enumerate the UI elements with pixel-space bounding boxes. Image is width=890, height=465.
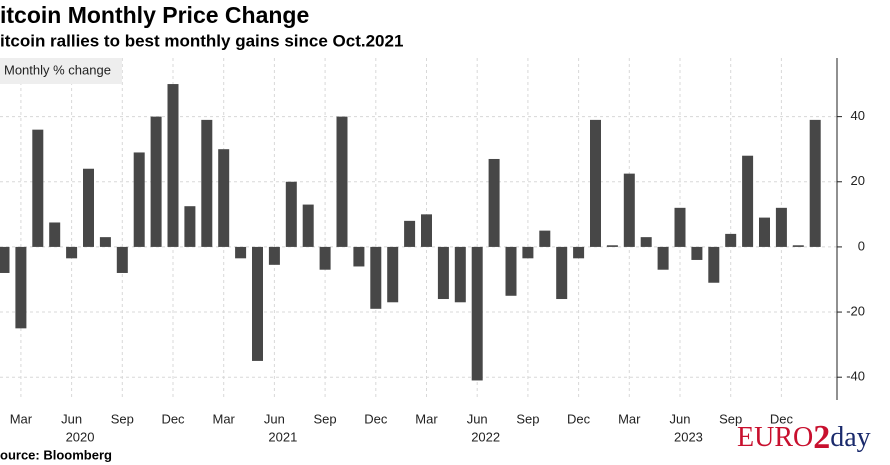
watermark-part: day bbox=[830, 422, 870, 453]
bar bbox=[150, 116, 162, 247]
watermark: EURO2day bbox=[737, 419, 871, 456]
y-tick-label: 0 bbox=[858, 238, 865, 253]
bar bbox=[404, 220, 416, 247]
bar bbox=[421, 214, 432, 247]
x-tick-label: Sep bbox=[516, 411, 539, 426]
bar bbox=[556, 246, 568, 300]
x-tick-label: Jun bbox=[264, 411, 285, 426]
bar bbox=[83, 168, 94, 247]
x-tick-label: Sep bbox=[111, 411, 134, 426]
x-tick-label: Sep bbox=[314, 411, 337, 426]
bar bbox=[809, 119, 821, 247]
bar bbox=[319, 246, 331, 270]
bar bbox=[302, 204, 314, 247]
bar bbox=[370, 246, 382, 309]
legend-label: Monthly % change bbox=[4, 62, 111, 77]
year-label: 2020 bbox=[66, 429, 95, 444]
x-tick-label: Jun bbox=[467, 411, 488, 426]
bar bbox=[66, 246, 78, 259]
bar bbox=[285, 181, 297, 247]
bar bbox=[505, 246, 517, 296]
bar bbox=[792, 245, 804, 247]
x-tick-label: Mar bbox=[618, 411, 641, 426]
bar bbox=[184, 206, 196, 247]
y-tick-label: 20 bbox=[851, 173, 865, 188]
source: ource: Bloomberg bbox=[0, 447, 112, 462]
bar bbox=[522, 246, 534, 259]
watermark-part: EURO bbox=[737, 422, 813, 453]
bar bbox=[708, 246, 720, 283]
x-tick-label: Mar bbox=[10, 411, 33, 426]
bar bbox=[590, 119, 601, 247]
x-tick-label: Dec bbox=[161, 411, 185, 426]
year-label: 2022 bbox=[471, 429, 500, 444]
x-tick-label: Dec bbox=[567, 411, 591, 426]
legend-box bbox=[0, 58, 122, 84]
bar bbox=[775, 207, 787, 247]
bar bbox=[691, 246, 703, 260]
bar bbox=[471, 246, 483, 381]
year-label: 2021 bbox=[268, 429, 297, 444]
x-tick-label: Mar bbox=[415, 411, 438, 426]
chart-subtitle: itcoin rallies to best monthly gains sin… bbox=[0, 31, 403, 50]
bar bbox=[640, 237, 652, 247]
bar bbox=[167, 84, 179, 247]
x-tick-label: Jun bbox=[670, 411, 691, 426]
y-tick-label: -40 bbox=[846, 369, 865, 384]
bar bbox=[454, 246, 466, 303]
x-tick-label: Mar bbox=[213, 411, 236, 426]
bar bbox=[218, 149, 230, 247]
bar bbox=[15, 246, 27, 329]
bar bbox=[539, 230, 551, 247]
bar bbox=[99, 237, 111, 247]
y-tick-label: 40 bbox=[851, 108, 865, 123]
bar bbox=[759, 217, 770, 247]
x-tick-label: Sep bbox=[719, 411, 742, 426]
y-tick-label: -20 bbox=[846, 303, 865, 318]
bar bbox=[674, 207, 686, 247]
x-tick-label: Dec bbox=[770, 411, 794, 426]
bar bbox=[116, 246, 128, 273]
bar bbox=[353, 246, 365, 267]
bar bbox=[488, 158, 500, 247]
bar bbox=[49, 222, 61, 247]
bar bbox=[387, 246, 399, 303]
bar bbox=[437, 246, 449, 300]
x-tick-label: Jun bbox=[61, 411, 82, 426]
bar bbox=[573, 246, 585, 259]
bar bbox=[133, 152, 145, 247]
year-label: 2023 bbox=[674, 429, 703, 444]
bar bbox=[235, 246, 247, 259]
bar bbox=[725, 233, 737, 247]
bar bbox=[252, 246, 263, 361]
bar bbox=[336, 116, 348, 247]
bar bbox=[623, 173, 635, 247]
bar bbox=[268, 246, 280, 265]
watermark-part: 2 bbox=[813, 419, 830, 456]
x-tick-label: Dec bbox=[364, 411, 388, 426]
bar bbox=[201, 119, 213, 247]
bar bbox=[32, 129, 44, 247]
bar bbox=[0, 246, 10, 273]
bar bbox=[606, 245, 618, 247]
bar bbox=[657, 246, 669, 270]
bar bbox=[742, 155, 754, 247]
chart-title: itcoin Monthly Price Change bbox=[0, 2, 309, 28]
